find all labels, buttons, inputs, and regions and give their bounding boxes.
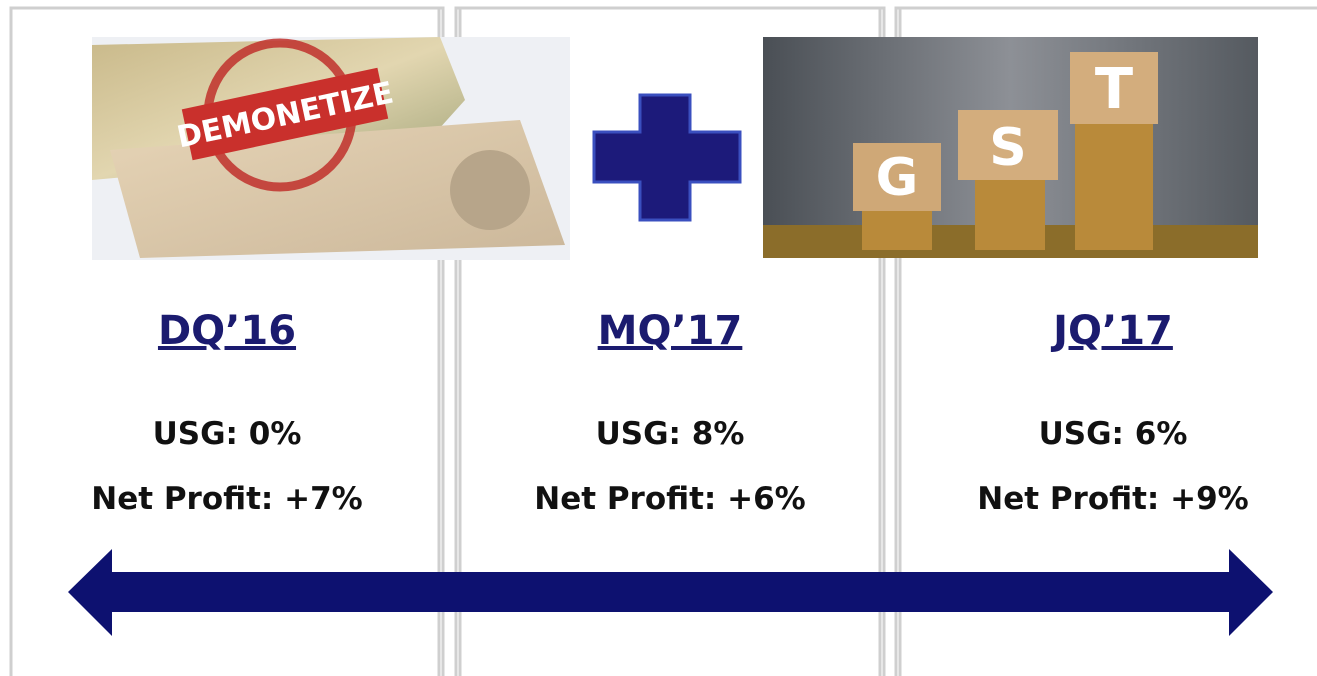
panel-borders — [9, 6, 1317, 676]
block-letter: T — [1095, 57, 1133, 122]
block-letter: G — [876, 148, 919, 208]
timeline-arrow — [68, 549, 1273, 636]
column-title: DQ’16 — [158, 308, 296, 354]
usg: USG: 6% — [1039, 416, 1188, 452]
net-profit: Net Profit: +7% — [91, 481, 362, 517]
usg: USG: 0% — [153, 416, 302, 452]
demonetize-image: DEMONETIZE — [92, 37, 570, 260]
column-title: MQ’17 — [598, 308, 743, 354]
plus-sign — [592, 93, 742, 222]
usg: USG: 8% — [596, 416, 745, 452]
net-profit: Net Profit: +6% — [534, 481, 805, 517]
column-title: JQ’17 — [1050, 308, 1173, 354]
gst-image: G S T — [763, 37, 1258, 258]
block-letter: S — [989, 118, 1026, 178]
net-profit: Net Profit: +9% — [977, 481, 1248, 517]
column-texts: DQ’16 MQ’17 JQ’17 USG: 0% USG: 8% USG: 6… — [91, 308, 1248, 517]
